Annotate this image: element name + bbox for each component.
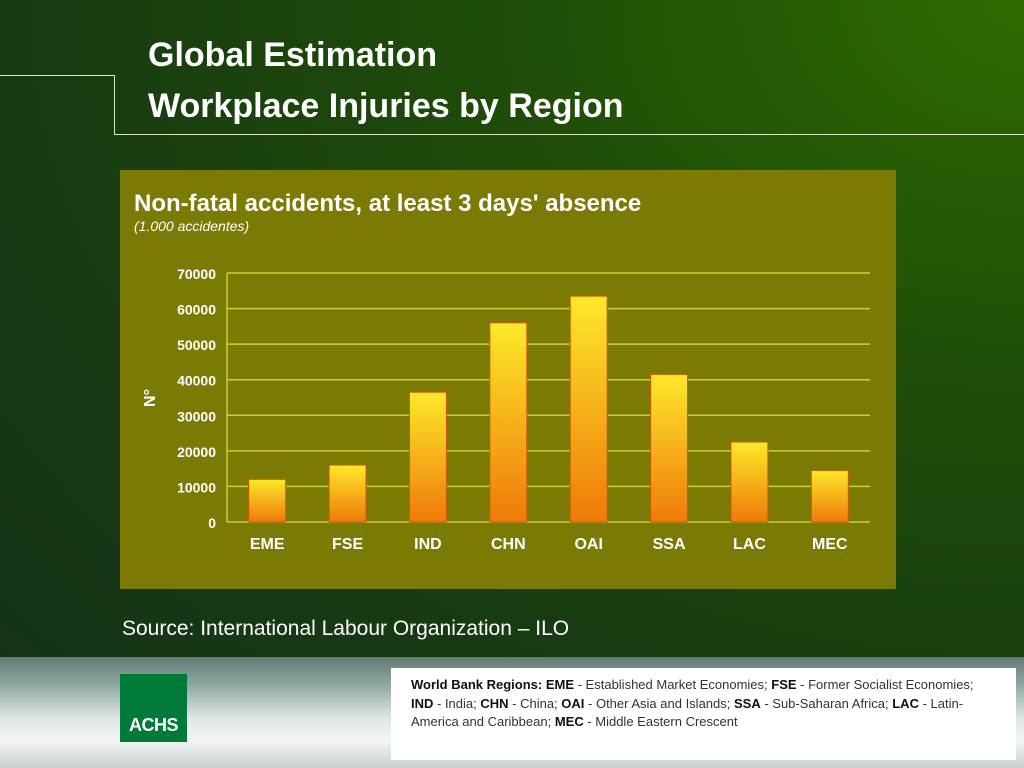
region-entry: MEC - Middle Eastern Crescent (554, 714, 738, 729)
title-frame-line (114, 134, 1024, 135)
bar-ind (408, 391, 447, 523)
bar-ssa (650, 373, 689, 523)
y-tick-label: 60000 (177, 302, 216, 318)
bar-mec (810, 469, 849, 523)
regions-heading: World Bank Regions: (411, 677, 546, 692)
bar-chart: 0 10000 20000 30000 40000 50000 60000 70000 EME F… (142, 266, 870, 553)
title-frame-line (114, 75, 115, 135)
x-tick-label: CHN (491, 536, 526, 553)
region-entry: IND - India; (411, 695, 481, 711)
bar-chn (489, 322, 528, 523)
slide-title: Global Estimation Workplace Injuries by … (148, 30, 624, 132)
region-entry: LAC - Latin-America and Caribbean; (411, 695, 964, 730)
region-entry: FSE - Former Socialist Economies; (771, 677, 974, 692)
region-entry: EME - Established Market Economies; (545, 677, 772, 692)
bar-eme (248, 478, 287, 523)
x-tick-label: OAI (574, 536, 602, 553)
region-entry: OAI - Other Asia and Islands; (561, 695, 734, 711)
bar-oai (569, 295, 608, 523)
region-entry: SSA - Sub-Saharan Africa; (733, 695, 893, 711)
x-tick-label: SSA (653, 536, 686, 553)
y-axis-label: N° (142, 389, 159, 407)
y-tick-label: 40000 (177, 373, 216, 389)
y-tick-label: 50000 (177, 337, 216, 353)
regions-legend-box: World Bank Regions: EME - Established Ma… (391, 668, 1016, 760)
achs-logo: ACHS (120, 674, 187, 742)
x-tick-label: LAC (733, 536, 766, 553)
x-tick-label: IND (414, 536, 442, 553)
slide-title-line1: Global Estimation (148, 36, 438, 74)
x-tick-label: EME (250, 536, 285, 553)
bar-fse (328, 464, 367, 523)
source-note: Source: International Labour Organizatio… (122, 617, 570, 640)
x-tick-label: MEC (812, 536, 848, 553)
y-tick-label: 10000 (177, 479, 216, 495)
x-tick-label: FSE (332, 536, 363, 553)
chart-title: Non-fatal accidents, at least 3 days' ab… (134, 190, 642, 217)
region-entry: CHN - China; (480, 695, 562, 711)
chart-panel: 0 10000 20000 30000 40000 50000 60000 70000 EME F… (120, 170, 896, 589)
title-frame-line (0, 75, 115, 76)
y-tick-label: 30000 (177, 408, 216, 424)
slide-title-line2: Workplace Injuries by Region (148, 87, 624, 125)
y-tick-label: 0 (208, 515, 216, 531)
logo-text: ACHS (128, 715, 179, 735)
y-tick-label: 70000 (177, 266, 216, 282)
y-tick-label: 20000 (177, 444, 216, 460)
chart-subtitle: (1.000 accidentes) (134, 218, 250, 234)
bar-lac (730, 441, 769, 523)
